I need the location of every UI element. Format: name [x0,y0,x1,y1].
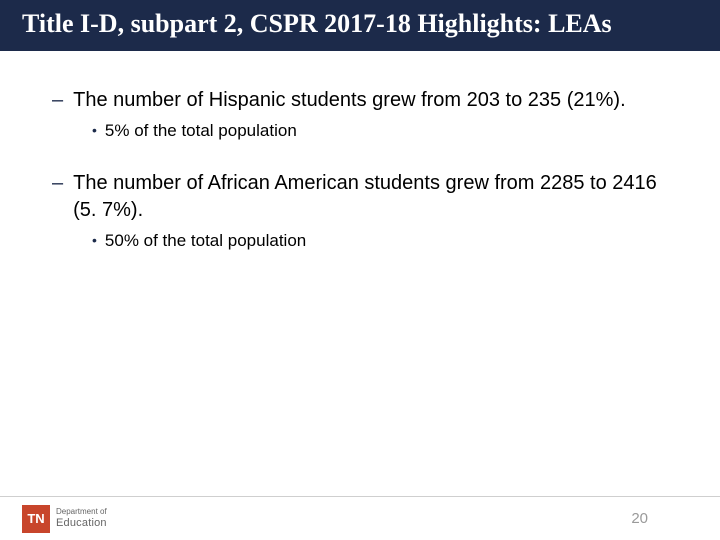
logo-line1: Department of [56,508,107,517]
logo-line2: Education [56,517,107,529]
bullet-text: The number of Hispanic students grew fro… [73,87,626,114]
bullet-line: – The number of Hispanic students grew f… [52,87,676,114]
slide-footer: TN Department of Education 20 [0,496,720,540]
slide-title: Title I-D, subpart 2, CSPR 2017-18 Highl… [22,8,698,41]
bullet-text: The number of African American students … [73,170,676,224]
bullet-item: – The number of African American student… [44,170,676,253]
sub-bullet-item: • 50% of the total population [92,230,676,253]
slide-body: – The number of Hispanic students grew f… [0,51,720,254]
dot-icon: • [92,230,97,251]
bullet-line: – The number of African American student… [52,170,676,224]
bullet-item: – The number of Hispanic students grew f… [44,87,676,143]
dash-icon: – [52,87,63,114]
dash-icon: – [52,170,63,197]
dot-icon: • [92,120,97,141]
sub-bullet-item: • 5% of the total population [92,120,676,143]
sub-bullet-text: 50% of the total population [105,230,306,253]
slide-header: Title I-D, subpart 2, CSPR 2017-18 Highl… [0,0,720,51]
logo-text: Department of Education [56,508,107,529]
sub-bullet-text: 5% of the total population [105,120,297,143]
page-number: 20 [631,510,648,527]
logo-badge: TN [22,505,50,533]
footer-logo: TN Department of Education [22,505,107,533]
